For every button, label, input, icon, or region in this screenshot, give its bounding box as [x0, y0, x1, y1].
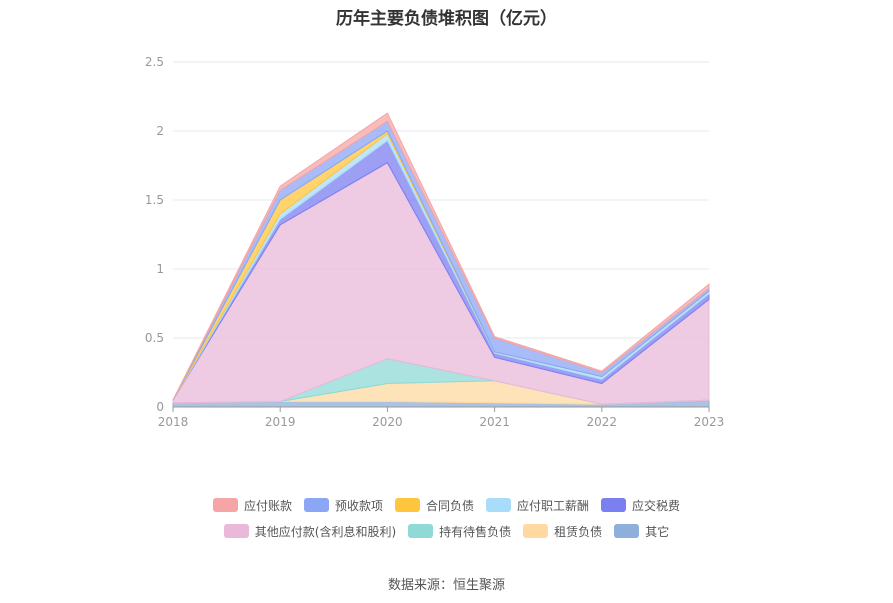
legend-swatch — [303, 498, 329, 512]
area-应付账款 — [172, 112, 710, 401]
legend-swatch — [614, 524, 640, 538]
legend-swatch — [601, 498, 627, 512]
x-tick-label: 2020 — [372, 415, 403, 429]
legend-swatch — [408, 524, 434, 538]
axes: 0 0.5 1 1.5 2 2.5 2018 2019 2020 2021 2022 2023 — [145, 55, 724, 429]
legend-item[interactable]: 预收款项 — [303, 497, 383, 514]
stacked-area-chart: 0 0.5 1 1.5 2 2.5 2018 2019 2020 2021 2022 2023 — [145, 55, 724, 429]
legend-label: 持有待售负债 — [439, 524, 512, 539]
legend-item[interactable]: 其它 — [614, 523, 669, 540]
legend-item[interactable]: 其他应付款(含利息和股利) — [223, 523, 397, 540]
legend-label: 租赁负债 — [554, 524, 603, 539]
y-tick-label: 1.5 — [145, 193, 164, 207]
legend-item[interactable]: 应付职工薪酬 — [486, 497, 589, 514]
y-tick-label: 2.5 — [145, 55, 164, 69]
legend-label: 预收款项 — [334, 498, 383, 513]
legend-row: 应付账款 预收款项 合同负债 应付职工薪酬 应交税费 — [0, 492, 893, 518]
legend-swatch — [223, 524, 249, 538]
chart-legend: 应付账款 预收款项 合同负债 应付职工薪酬 应交税费其他应付款(含利息和股利) 持有待售负… — [0, 492, 893, 544]
legend-label: 应付账款 — [243, 498, 292, 513]
legend-swatch — [394, 498, 420, 512]
legend-label: 合同负债 — [425, 498, 474, 513]
legend-label: 应付职工薪酬 — [517, 498, 590, 513]
y-tick-label: 0.5 — [145, 331, 164, 345]
legend-item[interactable]: 持有待售负债 — [408, 523, 511, 540]
x-tick-label: 2023 — [694, 415, 725, 429]
legend-swatch — [523, 524, 549, 538]
legend-label: 其他应付款(含利息和股利) — [254, 524, 397, 539]
x-tick-label: 2019 — [265, 415, 296, 429]
y-tick-label: 1 — [156, 262, 164, 276]
x-tick-label: 2018 — [158, 415, 189, 429]
legend-swatch — [212, 498, 238, 512]
area-其他应付款(含利息和股利) — [172, 162, 710, 405]
chart-title: 历年主要负债堆积图（亿元） — [336, 9, 557, 29]
data-source: 数据来源：恒生聚源 — [387, 578, 505, 593]
legend-item[interactable]: 应付账款 — [212, 497, 292, 514]
legend-item[interactable]: 租赁负债 — [523, 523, 602, 540]
legend-swatch — [486, 498, 511, 512]
legend-item[interactable]: 应交税费 — [601, 497, 680, 514]
legend-row: 其他应付款(含利息和股利) 持有待售负债 租赁负债 其它 — [0, 518, 893, 544]
legend-label: 其它 — [645, 524, 670, 539]
legend-item[interactable]: 合同负债 — [394, 497, 474, 514]
x-tick-label: 2022 — [587, 415, 618, 429]
y-tick-label: 0 — [156, 400, 164, 414]
area-series — [172, 112, 710, 408]
legend-label: 应交税费 — [632, 498, 681, 513]
x-tick-label: 2021 — [479, 415, 510, 429]
y-tick-label: 2 — [156, 124, 164, 138]
